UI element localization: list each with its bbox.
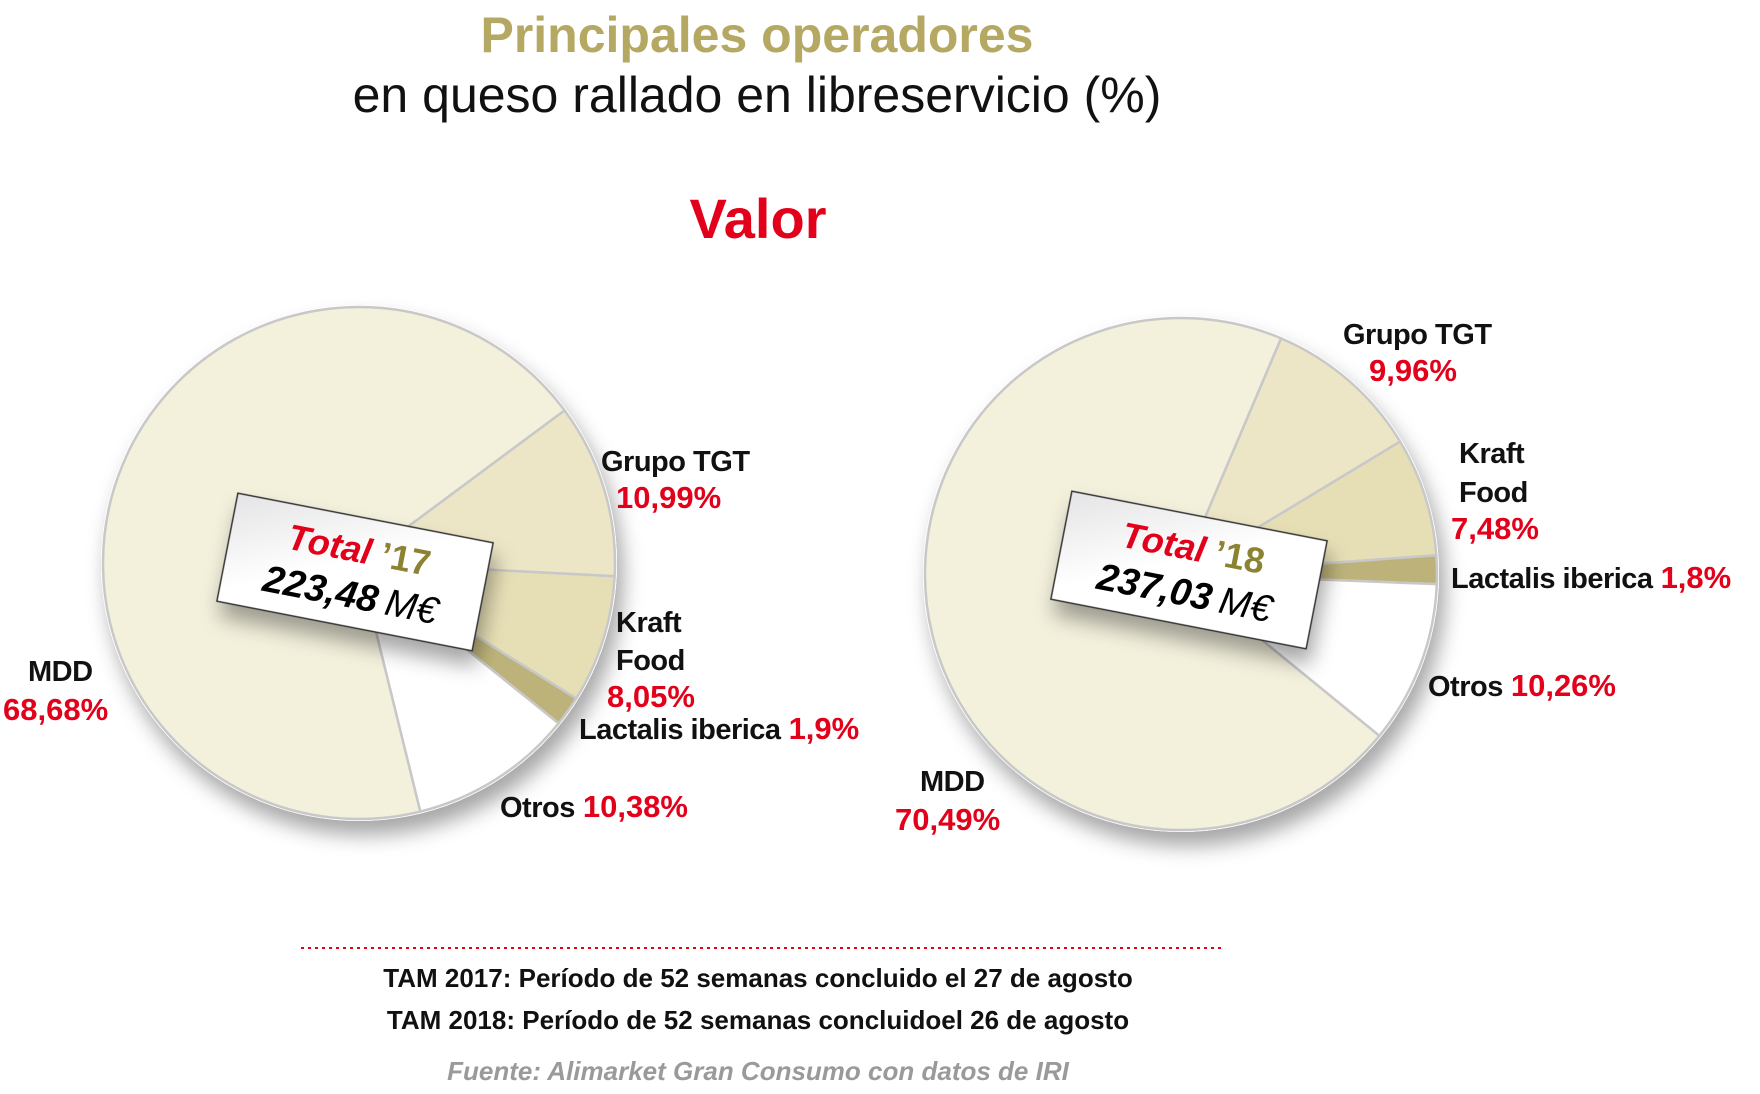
footnote-2018: TAM 2018: Período de 52 semanas concluid… [387, 1005, 1129, 1035]
card-year: ’17 [377, 534, 434, 584]
value-mdd: 70,49% [895, 802, 1000, 837]
pie-slice-grupo-tgt [1178, 336, 1402, 578]
section-title: Valor [690, 187, 827, 250]
value-otros: 10,26% [1511, 668, 1616, 703]
value-grupo-tgt: 10,99% [616, 480, 721, 515]
svg-text:237,03M€: 237,03M€ [1093, 556, 1278, 632]
value-kraft-food: 7,48% [1451, 511, 1539, 546]
value-lactalis: 1,8% [1661, 560, 1732, 595]
labels-2018: Grupo TGT 9,96% Kraft Food 7,48% Lactali… [895, 319, 1731, 837]
value-otros: 10,38% [583, 789, 688, 824]
label-kraft: Kraft [1459, 438, 1525, 470]
label-otros: Otros [500, 792, 575, 824]
card-year: ’18 [1211, 532, 1268, 582]
label-mdd: MDD [920, 766, 985, 798]
label-mdd: MDD [28, 656, 93, 688]
label-grupo-tgt: Grupo TGT [1343, 319, 1492, 351]
value-mdd: 68,68% [3, 692, 108, 727]
source-note: Fuente: Alimarket Gran Consumo con datos… [447, 1056, 1069, 1086]
total-card-2018: Total’18 237,03M€ [1050, 490, 1328, 650]
label-lactalis: Lactalis iberica [1451, 563, 1654, 595]
label-kraft: Kraft [616, 607, 682, 639]
value-lactalis: 1,9% [789, 711, 860, 746]
label-otros: Otros [1428, 671, 1503, 703]
value-kraft-food: 8,05% [607, 679, 695, 714]
label-food: Food [616, 645, 685, 677]
chart-subtitle: en queso rallado en libreservicio (%) [353, 67, 1162, 123]
value-grupo-tgt: 9,96% [1369, 353, 1457, 388]
card-unit: M€ [1215, 580, 1277, 632]
footnote-2017: TAM 2017: Período de 52 semanas concluid… [383, 963, 1132, 993]
label-grupo-tgt: Grupo TGT [601, 446, 750, 478]
total-card-2017: Total’17 223,48M€ [216, 492, 494, 652]
label-lactalis: Lactalis iberica [579, 714, 782, 746]
labels-2017: Grupo TGT 10,99% Kraft Food 8,05% Lactal… [3, 446, 859, 824]
card-unit: M€ [381, 582, 443, 634]
label-food: Food [1459, 477, 1528, 509]
chart-title: Principales operadores [480, 7, 1033, 63]
